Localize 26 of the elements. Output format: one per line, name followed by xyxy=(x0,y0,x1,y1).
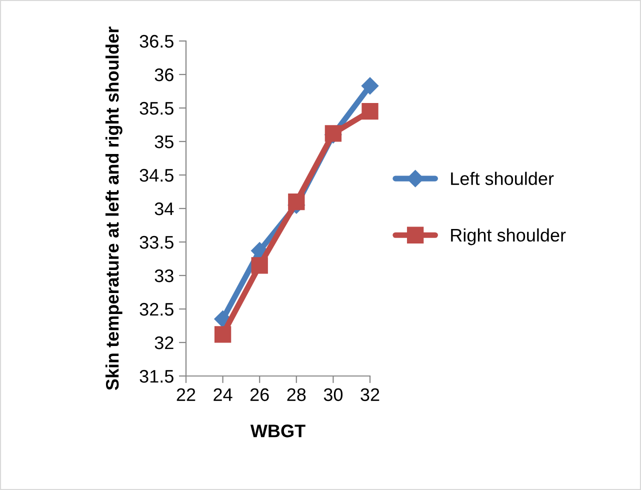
y-tick-label: 34.5 xyxy=(140,168,174,182)
y-tick-label: 33.5 xyxy=(140,236,174,249)
y-tick-label: 31.5 xyxy=(140,370,174,383)
y-tick-label: 35.5 xyxy=(140,102,174,115)
x-axis-title: WBGT xyxy=(250,424,306,438)
x-tick-label: 28 xyxy=(287,388,306,402)
x-tick-label: 22 xyxy=(176,388,196,401)
legend-label: Left shoulder xyxy=(451,172,554,186)
point xyxy=(214,326,232,343)
y-tick-label: 36.5 xyxy=(140,34,174,48)
y-tick-label: 36 xyxy=(154,68,174,82)
x-tick-label: 26 xyxy=(250,388,269,402)
point xyxy=(251,257,268,274)
x-tick-label: 24 xyxy=(214,388,232,401)
point xyxy=(361,77,379,94)
y-tick-label: 35 xyxy=(154,135,174,148)
x-tick-label: 32 xyxy=(360,388,380,402)
point xyxy=(362,103,378,120)
y-tick-label: 32 xyxy=(154,336,174,350)
point xyxy=(288,193,305,210)
legend-label: Right shoulder xyxy=(451,228,566,246)
y-axis-title: Skin temperature at left and right shoulder xyxy=(105,26,122,390)
y-tick-label: 32.5 xyxy=(140,302,174,316)
x-tick-label: 30 xyxy=(324,388,343,402)
y-tick-label: 34 xyxy=(154,202,174,216)
y-tick-label: 33 xyxy=(154,269,174,282)
